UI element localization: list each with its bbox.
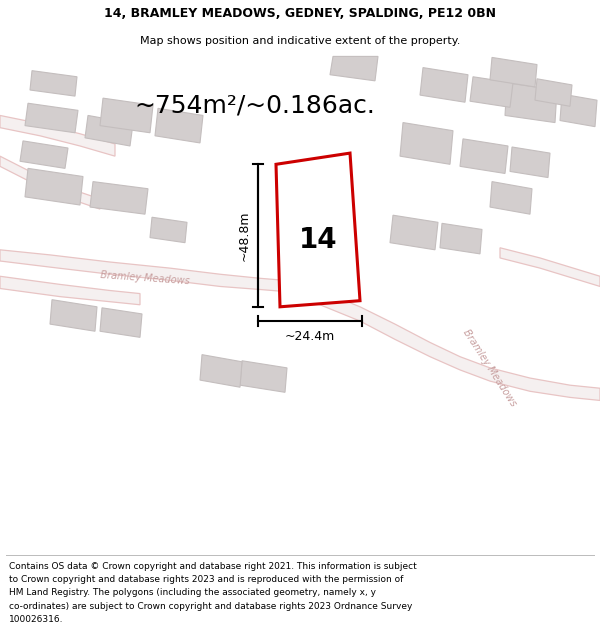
Polygon shape xyxy=(20,141,68,168)
Polygon shape xyxy=(200,354,242,388)
Text: to Crown copyright and database rights 2023 and is reproduced with the permissio: to Crown copyright and database rights 2… xyxy=(9,575,403,584)
Text: co-ordinates) are subject to Crown copyright and database rights 2023 Ordnance S: co-ordinates) are subject to Crown copyr… xyxy=(9,602,412,611)
Polygon shape xyxy=(440,223,482,254)
Polygon shape xyxy=(150,217,187,242)
Text: ~24.4m: ~24.4m xyxy=(285,330,335,343)
Text: Contains OS data © Crown copyright and database right 2021. This information is : Contains OS data © Crown copyright and d… xyxy=(9,562,417,571)
Text: ~48.8m: ~48.8m xyxy=(238,210,251,261)
Text: Bramley Meadows: Bramley Meadows xyxy=(100,270,190,286)
Polygon shape xyxy=(505,83,557,122)
Polygon shape xyxy=(50,299,97,331)
Polygon shape xyxy=(100,308,142,338)
Text: 14, BRAMLEY MEADOWS, GEDNEY, SPALDING, PE12 0BN: 14, BRAMLEY MEADOWS, GEDNEY, SPALDING, P… xyxy=(104,7,496,20)
Polygon shape xyxy=(90,182,148,214)
Polygon shape xyxy=(85,116,133,146)
Polygon shape xyxy=(155,108,203,143)
Polygon shape xyxy=(25,103,78,132)
Polygon shape xyxy=(240,361,287,392)
Polygon shape xyxy=(420,68,468,102)
Polygon shape xyxy=(0,116,115,156)
Text: 14: 14 xyxy=(299,226,337,254)
Polygon shape xyxy=(490,58,537,87)
Polygon shape xyxy=(490,182,532,214)
Polygon shape xyxy=(330,56,378,81)
Polygon shape xyxy=(460,139,508,174)
Polygon shape xyxy=(25,168,83,205)
Polygon shape xyxy=(285,281,600,401)
Polygon shape xyxy=(560,94,597,127)
Polygon shape xyxy=(276,153,360,307)
Polygon shape xyxy=(0,156,100,209)
Polygon shape xyxy=(510,147,550,178)
Text: Map shows position and indicative extent of the property.: Map shows position and indicative extent… xyxy=(140,36,460,46)
Polygon shape xyxy=(295,209,337,239)
Polygon shape xyxy=(0,276,140,305)
Polygon shape xyxy=(535,79,572,106)
Polygon shape xyxy=(390,215,438,250)
Polygon shape xyxy=(30,71,77,96)
Polygon shape xyxy=(470,77,513,108)
Text: HM Land Registry. The polygons (including the associated geometry, namely x, y: HM Land Registry. The polygons (includin… xyxy=(9,588,376,598)
Polygon shape xyxy=(100,98,153,132)
Text: 100026316.: 100026316. xyxy=(9,615,64,624)
Polygon shape xyxy=(400,122,453,164)
Text: ~754m²/~0.186ac.: ~754m²/~0.186ac. xyxy=(134,93,376,118)
Text: Bramley Meadows: Bramley Meadows xyxy=(461,328,518,408)
Polygon shape xyxy=(0,250,300,292)
Polygon shape xyxy=(500,248,600,286)
